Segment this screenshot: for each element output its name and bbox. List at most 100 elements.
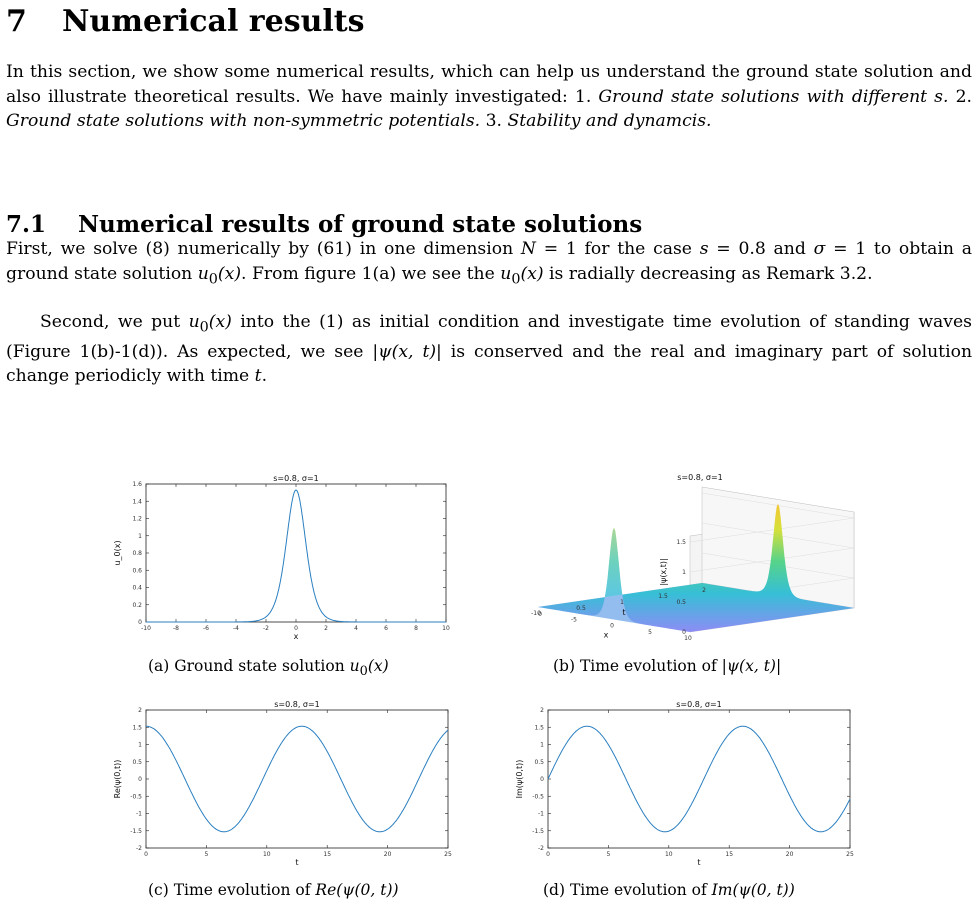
x-tick-label: -10 [141,625,151,632]
y-tick-label: 1 [138,742,142,749]
math-run: (x) [520,263,544,284]
chart-title: s=0.8, σ=1 [274,700,320,709]
x-tick-label: 4 [354,625,358,632]
caption-math: u [349,657,360,675]
grid-line [689,517,855,543]
y-tick-label: 1.6 [132,481,142,488]
x-tick-label: -5 [571,616,577,623]
text-run: Second, we put [40,312,189,332]
y-tick-label: 1 [540,742,544,749]
x-tick-label: 15 [323,851,331,858]
y-tick-label: 1.2 [132,516,142,523]
text-run: First, we solve (8) numerically by (61) … [6,239,521,259]
section-number: 7 [6,4,27,39]
y-tick-label: 0.5 [534,759,544,766]
t-tick-label: 1.5 [658,593,668,600]
paragraph-first: First, we solve (8) numerically by (61) … [6,237,972,291]
x-axis-label: x [294,632,299,641]
math-run: s [699,239,709,259]
math-run: (x) [208,312,232,332]
y-tick-label: -1.5 [532,828,544,835]
x-tick-label: 20 [786,851,794,858]
y-tick-label: 2 [138,707,142,714]
y-tick-label: 0 [540,776,544,783]
y-tick-label: -2 [538,845,544,852]
math-run: |ψ(x, t)| [372,341,442,362]
caption-math: Re(ψ(0, t)) [315,881,399,899]
text-run: = 0.8 and [708,239,814,259]
y-axis-label: Im(ψ(0,t)) [515,760,524,799]
caption-math: |ψ(x, t)| [721,657,782,675]
text-run: . From figure 1(a) we see the [241,263,501,284]
plot-frame [547,709,851,849]
x-tick-label: -4 [233,625,239,632]
x-tick-label: 5 [648,629,652,636]
x-tick-label: 20 [384,851,392,858]
t-axis-label: t [622,608,625,617]
y-axis-label: Re(ψ(0,t)) [113,760,122,799]
x-axis-label: x [604,631,609,640]
caption-sub: 0 [359,664,368,680]
subsection-title: Numerical results of ground state soluti… [78,211,643,238]
intro-item-3: Stability and dynamcis. [507,111,712,131]
x-tick-label: 0 [546,851,550,858]
plot-frame [145,709,449,849]
y-tick-label: -0.5 [532,793,544,800]
z-tick-label: 0 [682,629,686,636]
caption-d: (d) Time evolution of Im(ψ(0, t)) [543,880,795,900]
subsection-number: 7.1 [6,211,47,238]
y-tick-label: 2 [540,707,544,714]
surface-front [538,527,690,632]
t-tick-label: 0 [538,611,542,618]
x-tick-label: 2 [324,625,328,632]
x-tick-label: 0 [610,623,614,630]
t-tick-label: 1 [620,599,624,606]
series-line [146,725,449,833]
chart-title: s=0.8, σ=1 [676,700,722,709]
y-tick-label: 0.4 [132,585,142,592]
caption-text: (c) Time evolution of [148,881,316,899]
intro-sep-2: 3. [480,111,508,131]
y-tick-label: 0.6 [132,567,142,574]
intro-text: In this section, we show some numerical … [6,62,972,107]
x-tick-label: 0 [144,851,148,858]
y-tick-label: 0 [138,619,142,626]
figure-d: 0 5 10 15 20 25 -2 -1.5 -1 -0.5 0 0.5 1 1.5 2 s=0.8, σ=… [502,698,862,870]
figure-b: 0 0.5 1 1.5 -10 -5 0 5 10 0 0.5 1 1.5 2 x t |ψ(x,t)| s=0.… [500,470,870,645]
x-tick-label: 25 [444,851,452,858]
text-run: is conserved and the real and imaginary … [6,341,973,387]
math-subscript: 0 [199,319,209,336]
figure-c-plot: 0 5 10 15 20 25 -2 -1.5 -1 -0.5 0 0.5 1 1.5 2 s=0.8, σ=… [113,700,452,867]
x-tick-label: -2 [263,625,269,632]
x-tick-label: 10 [442,625,450,632]
subsection-heading: 7.1 Numerical results of ground state sol… [6,210,642,240]
chart-title: s=0.8, σ=1 [273,474,319,483]
y-tick-label: -0.5 [130,793,142,800]
y-tick-label: 0.2 [132,602,142,609]
y-tick-label: -1 [538,811,544,818]
y-tick-label: -1.5 [130,828,142,835]
y-tick-label: 1.4 [132,498,142,505]
t-tick-label: 0.5 [576,605,586,612]
section-heading: 7 Numerical results [6,4,365,40]
x-tick-label: 6 [384,625,388,632]
math-run: N [520,239,536,259]
y-tick-label: 1 [138,533,142,540]
x-tick-label: 0 [294,625,298,632]
intro-item-1: Ground state solutions with different s. [598,86,949,107]
section-title: Numerical results [62,4,365,39]
x-tick-label: 5 [204,851,208,858]
x-tick-label: 10 [665,851,673,858]
x-tick-label: -8 [173,625,179,632]
y-tick-label: -2 [136,845,142,852]
caption-math: Im(ψ(0, t)) [711,881,795,899]
caption-math: (x) [367,657,389,675]
math-run: σ [813,239,826,259]
plot-frame [145,483,447,623]
figure-b-plot: 00.511.5-10-5051000.511.52xt|ψ(x,t)|s=0.… [531,473,855,642]
math-run: t [254,366,262,387]
figure-d-plot: 0 5 10 15 20 25 -2 -1.5 -1 -0.5 0 0.5 1 1.5 2 s=0.8, σ=… [515,700,854,867]
caption-text: (d) Time evolution of [543,881,712,899]
text-run: = 1 to obtain a ground state solution [6,239,972,284]
x-tick-label: -10 [531,610,541,617]
